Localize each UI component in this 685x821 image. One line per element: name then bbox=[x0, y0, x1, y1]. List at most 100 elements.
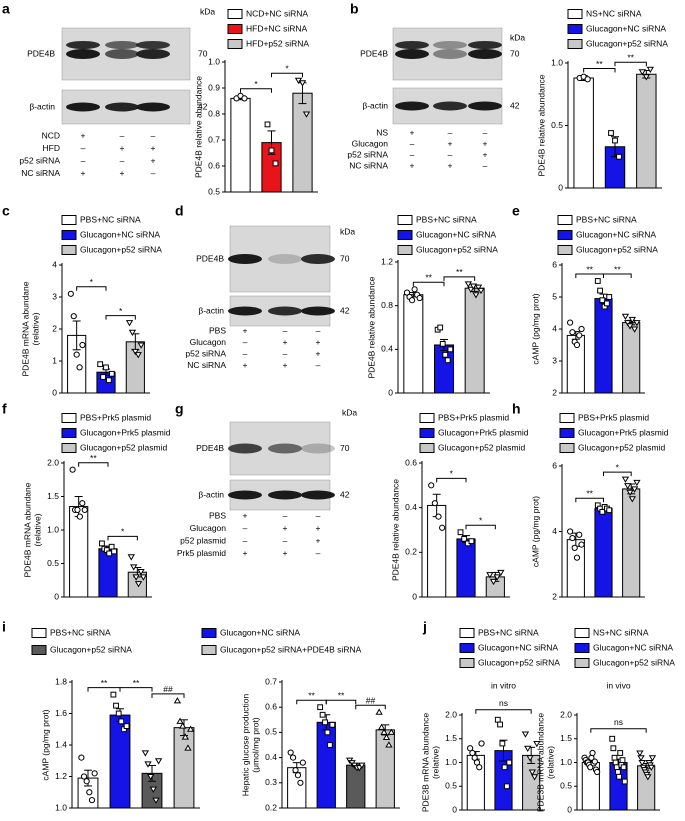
legend-swatch bbox=[459, 628, 475, 638]
data-point bbox=[526, 755, 534, 762]
data-point bbox=[264, 121, 271, 128]
condition-mark: + bbox=[151, 143, 156, 153]
sig-bracket bbox=[436, 477, 467, 483]
sig-bracket bbox=[590, 728, 647, 733]
sig-label: ** bbox=[90, 453, 97, 463]
condition-mark: – bbox=[316, 548, 321, 558]
data-point bbox=[322, 719, 328, 726]
data-point bbox=[474, 284, 483, 291]
legend-swatch bbox=[201, 645, 217, 655]
data-point bbox=[287, 749, 294, 756]
y-axis-label: PDE4B relative abundance bbox=[193, 76, 203, 178]
legend-swatch bbox=[567, 24, 583, 34]
legend-swatch bbox=[559, 443, 575, 453]
blot-band bbox=[66, 49, 100, 59]
legend-label: Glucagon+NC siRNA bbox=[220, 627, 300, 637]
legend-swatch bbox=[559, 413, 575, 423]
bar bbox=[456, 538, 476, 598]
data-point bbox=[620, 764, 627, 771]
condition-mark: + bbox=[283, 523, 288, 533]
data-point bbox=[241, 95, 248, 102]
y-tick-label: 0.4 bbox=[405, 502, 417, 512]
condition-mark: + bbox=[120, 168, 125, 178]
bar bbox=[427, 504, 447, 598]
data-point bbox=[302, 111, 311, 118]
data-point bbox=[587, 764, 594, 771]
legend-label: NS+NC siRNA bbox=[593, 627, 649, 637]
data-point bbox=[630, 326, 639, 333]
sig-bracket bbox=[412, 281, 445, 287]
data-point bbox=[638, 760, 646, 767]
condition-mark: – bbox=[283, 348, 288, 358]
y-tick-label: 0.4 bbox=[265, 752, 277, 762]
bar bbox=[636, 73, 657, 189]
legend-label: NS+NC siRNA bbox=[586, 8, 642, 18]
data-point bbox=[375, 708, 383, 715]
legend-label: PBS+Prk5 plasmid bbox=[80, 412, 151, 422]
condition-name: PBS bbox=[209, 510, 226, 520]
y-tick-label: 0.5 bbox=[445, 781, 457, 791]
data-point bbox=[442, 351, 449, 358]
sig-label: ** bbox=[586, 489, 593, 499]
data-point bbox=[134, 352, 142, 359]
y-axis-label: cAMP (pg/mg prot) bbox=[530, 293, 540, 364]
band-label: PDE4B bbox=[360, 48, 388, 58]
data-point bbox=[79, 341, 86, 349]
sig-label: ** bbox=[425, 273, 432, 283]
bar bbox=[622, 488, 641, 598]
legend-swatch bbox=[567, 39, 583, 49]
legend-swatch bbox=[397, 230, 413, 240]
data-point bbox=[137, 569, 145, 576]
sig-label: ** bbox=[586, 264, 593, 274]
y-tick-label: 0.5 bbox=[551, 120, 563, 130]
data-point bbox=[606, 294, 613, 300]
data-point bbox=[179, 722, 187, 729]
y-tick-label: 2.0 bbox=[560, 709, 572, 719]
condition-mark: – bbox=[448, 149, 453, 159]
legend-label: Glucagon+Prk5 plasmid bbox=[438, 427, 529, 437]
y-tick-label: 0 bbox=[52, 387, 57, 397]
legend-label: Glucagon+NC siRNA bbox=[80, 229, 160, 239]
legend-swatch bbox=[61, 245, 77, 255]
data-point bbox=[478, 740, 485, 747]
sig-label: ** bbox=[456, 267, 463, 277]
legend-label: PBS+NC siRNA bbox=[478, 627, 539, 637]
data-point bbox=[137, 342, 145, 349]
bar bbox=[173, 727, 195, 809]
legend-label: Glucagon+p52 siRNA bbox=[576, 244, 658, 254]
data-point bbox=[473, 759, 481, 766]
data-point bbox=[382, 733, 391, 740]
data-point bbox=[152, 797, 160, 804]
sig-label: * bbox=[285, 63, 289, 73]
data-point bbox=[91, 770, 98, 777]
blot-band bbox=[136, 41, 170, 49]
bar bbox=[375, 729, 395, 809]
data-point bbox=[297, 779, 304, 786]
data-point bbox=[533, 741, 541, 748]
y-axis-label: (relative) bbox=[32, 513, 42, 546]
sig-bracket bbox=[119, 687, 153, 692]
sig-bracket bbox=[107, 535, 138, 541]
y-axis-label: PDE4B relative abundance bbox=[390, 479, 400, 581]
blot-band bbox=[468, 41, 502, 49]
panel-letter: c bbox=[2, 203, 10, 219]
blot-band bbox=[228, 443, 262, 454]
blot-band bbox=[395, 49, 429, 59]
sig-bracket bbox=[583, 68, 616, 73]
data-point bbox=[633, 479, 641, 487]
legend-label: NCD+NC siRNA bbox=[246, 8, 308, 18]
sig-label: ** bbox=[596, 59, 603, 69]
condition-mark: + bbox=[120, 143, 125, 153]
condition-mark: + bbox=[483, 149, 488, 159]
data-point bbox=[619, 757, 626, 764]
data-point bbox=[464, 281, 472, 288]
data-point bbox=[154, 758, 163, 765]
sig-bracket bbox=[105, 315, 136, 320]
y-tick-label: 0 bbox=[54, 591, 59, 601]
legend-swatch bbox=[567, 9, 583, 19]
legend-swatch bbox=[419, 413, 435, 423]
sig-bracket bbox=[603, 273, 632, 278]
data-point bbox=[292, 767, 299, 774]
legend-label: PBS+NC siRNA bbox=[50, 627, 111, 637]
data-point bbox=[616, 773, 622, 780]
